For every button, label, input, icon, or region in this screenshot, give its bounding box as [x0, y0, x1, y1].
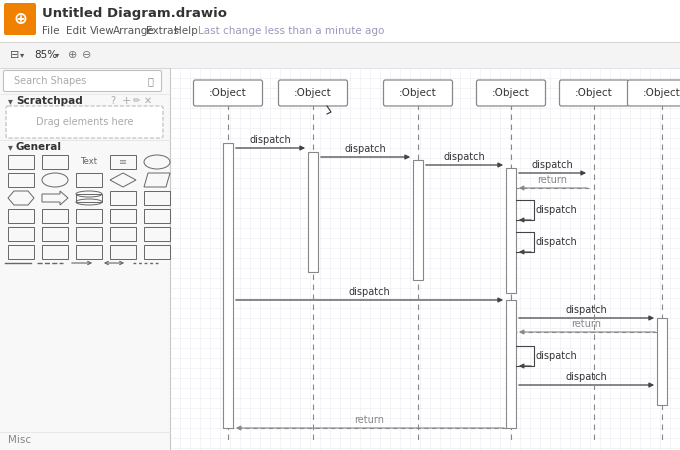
Text: ▾: ▾ — [55, 50, 59, 59]
Text: dispatch: dispatch — [536, 237, 578, 247]
Text: return: return — [354, 415, 384, 425]
Text: ▾: ▾ — [8, 96, 13, 106]
Text: Untitled Diagram.drawio: Untitled Diagram.drawio — [42, 8, 227, 21]
Text: 🔍: 🔍 — [147, 76, 153, 86]
Bar — [0, 0, 680, 42]
FancyBboxPatch shape — [194, 80, 262, 106]
FancyBboxPatch shape — [6, 106, 163, 138]
Bar — [170, 68, 680, 450]
Text: :Object: :Object — [399, 88, 437, 98]
Bar — [144, 191, 170, 205]
Bar — [76, 245, 102, 259]
FancyBboxPatch shape — [560, 80, 628, 106]
Bar — [110, 155, 136, 169]
Text: ▾: ▾ — [20, 50, 24, 59]
Bar — [8, 227, 34, 241]
Bar — [144, 245, 170, 259]
Text: ✕: ✕ — [144, 96, 152, 106]
Text: Last change less than a minute ago: Last change less than a minute ago — [198, 26, 384, 36]
Bar — [8, 209, 34, 223]
FancyBboxPatch shape — [3, 71, 162, 91]
Text: ⊕: ⊕ — [13, 10, 27, 28]
Text: return: return — [571, 319, 602, 329]
FancyBboxPatch shape — [628, 80, 680, 106]
Bar — [506, 300, 516, 428]
Text: dispatch: dispatch — [349, 287, 390, 297]
Text: return: return — [537, 175, 568, 185]
Text: ⊕: ⊕ — [68, 50, 78, 60]
Bar — [223, 143, 233, 428]
Text: Drag elements here: Drag elements here — [36, 117, 134, 127]
Text: :Object: :Object — [209, 88, 247, 98]
Text: View: View — [90, 26, 115, 36]
Text: General: General — [16, 142, 62, 152]
Text: +: + — [122, 96, 131, 106]
Text: dispatch: dispatch — [536, 351, 578, 361]
Bar — [657, 318, 667, 405]
Text: dispatch: dispatch — [536, 205, 578, 215]
Bar — [110, 245, 136, 259]
Text: Arrange: Arrange — [113, 26, 155, 36]
Bar — [76, 173, 102, 187]
Text: 85%: 85% — [34, 50, 57, 60]
Bar — [8, 155, 34, 169]
Text: Extras: Extras — [146, 26, 179, 36]
Text: dispatch: dispatch — [566, 372, 607, 382]
Text: Misc: Misc — [8, 435, 31, 445]
Bar — [506, 168, 516, 293]
Bar — [42, 227, 68, 241]
Bar — [8, 245, 34, 259]
Bar — [76, 209, 102, 223]
Text: dispatch: dispatch — [345, 144, 386, 154]
Text: ≡: ≡ — [119, 157, 127, 167]
Text: Text: Text — [80, 158, 97, 166]
Bar — [0, 68, 170, 450]
Bar — [110, 227, 136, 241]
Text: Scratchpad: Scratchpad — [16, 96, 83, 106]
Bar — [76, 227, 102, 241]
Bar — [42, 155, 68, 169]
Bar — [144, 227, 170, 241]
Text: Edit: Edit — [66, 26, 86, 36]
Text: ▾: ▾ — [8, 142, 13, 152]
Bar — [8, 173, 34, 187]
Text: :Object: :Object — [643, 88, 680, 98]
Text: ✏: ✏ — [133, 96, 141, 105]
Bar — [110, 209, 136, 223]
Text: :Object: :Object — [294, 88, 332, 98]
Bar — [144, 209, 170, 223]
FancyBboxPatch shape — [279, 80, 347, 106]
Text: dispatch: dispatch — [250, 135, 291, 145]
Bar — [413, 160, 423, 280]
Bar — [42, 209, 68, 223]
Bar — [76, 194, 102, 202]
Text: dispatch: dispatch — [532, 160, 573, 170]
Text: Search Shapes: Search Shapes — [14, 76, 86, 86]
Bar — [110, 191, 136, 205]
FancyBboxPatch shape — [4, 3, 36, 35]
Text: dispatch: dispatch — [443, 152, 486, 162]
FancyBboxPatch shape — [477, 80, 545, 106]
Text: :Object: :Object — [492, 88, 530, 98]
Bar — [308, 152, 318, 272]
Text: :Object: :Object — [575, 88, 613, 98]
Text: Help: Help — [174, 26, 198, 36]
Bar — [42, 245, 68, 259]
Text: ⊟: ⊟ — [10, 50, 19, 60]
Text: dispatch: dispatch — [566, 305, 607, 315]
Text: ?: ? — [110, 96, 115, 106]
Text: ⊖: ⊖ — [82, 50, 91, 60]
Text: File: File — [42, 26, 60, 36]
FancyBboxPatch shape — [384, 80, 452, 106]
Bar — [0, 42, 680, 68]
